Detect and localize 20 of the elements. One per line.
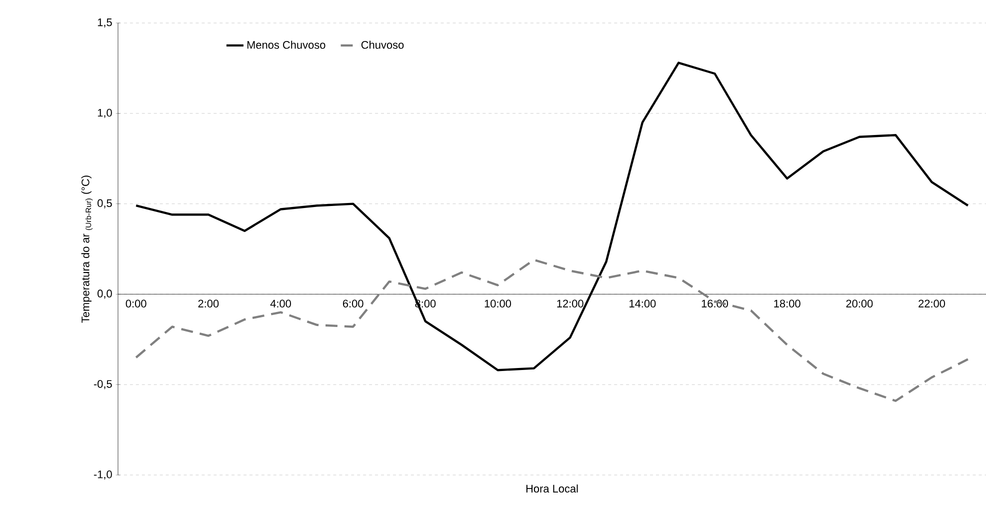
y-tick-label: 1,0 <box>98 108 112 118</box>
x-tick-label: 12:00 <box>557 300 584 308</box>
y-tick-label: -0,5 <box>94 380 112 390</box>
y-tick-label: -1,0 <box>94 470 112 480</box>
x-tick-label: 22:00 <box>918 300 946 308</box>
x-tick-label: 2:00 <box>198 300 219 308</box>
x-axis-title: Hora Local <box>526 484 578 493</box>
x-tick-label: 4:00 <box>270 300 291 308</box>
y-tick-label: 0,0 <box>98 290 112 299</box>
x-tick-label: 14:00 <box>630 300 656 308</box>
x-tick-label: 0:00 <box>126 300 146 308</box>
x-tick-label: 20:00 <box>846 300 873 308</box>
x-tick-label: 6:00 <box>342 300 364 308</box>
y-tick-label: 1,5 <box>98 18 112 28</box>
y-axis-title: Temperatura do ar $_{(Urb-Rur)}$ (°C) <box>81 176 93 323</box>
legend-label: Menos Chuvoso <box>247 40 326 49</box>
x-tick-label: 10:00 <box>484 300 512 308</box>
x-tick-label: 18:00 <box>774 300 800 308</box>
y-tick-label: 0,5 <box>98 199 112 208</box>
legend-label: Chuvoso <box>361 40 404 49</box>
